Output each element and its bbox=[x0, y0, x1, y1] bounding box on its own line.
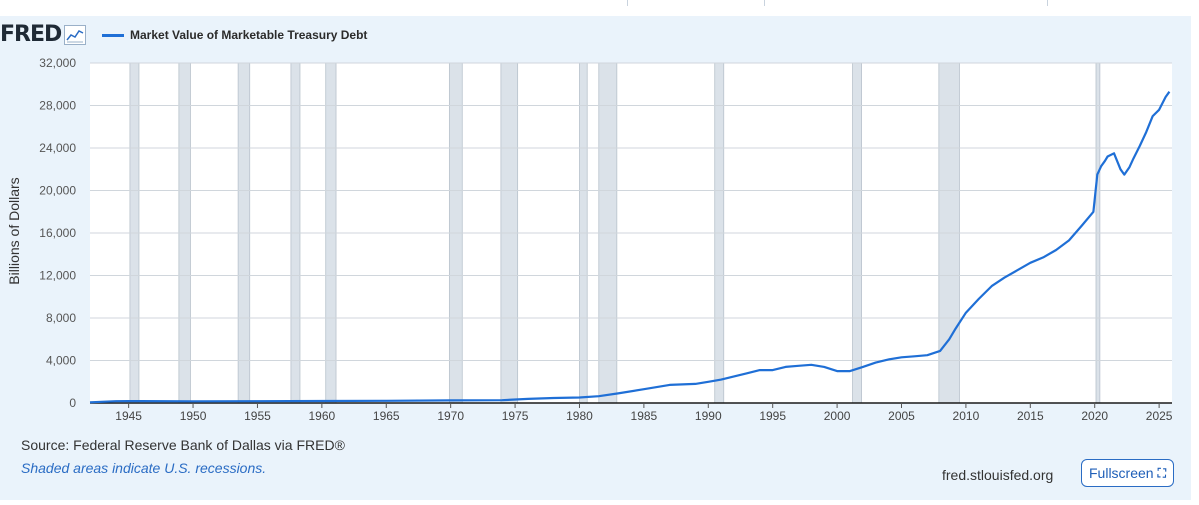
top-divider bbox=[764, 0, 765, 6]
top-divider bbox=[1047, 0, 1048, 6]
x-tick-label: 1985 bbox=[631, 409, 658, 423]
x-tick-label: 2010 bbox=[953, 409, 980, 423]
expand-icon: ⛶ bbox=[1157, 465, 1166, 480]
x-tick-label: 1990 bbox=[695, 409, 722, 423]
fred-url[interactable]: fred.stlouisfed.org bbox=[942, 467, 1054, 483]
x-tick-label: 1970 bbox=[437, 409, 464, 423]
legend-label: Market Value of Marketable Treasury Debt bbox=[130, 28, 368, 42]
y-axis-label: Billions of Dollars bbox=[6, 177, 22, 284]
legend: Market Value of Marketable Treasury Debt bbox=[102, 28, 367, 42]
y-tick-label: 4,000 bbox=[46, 354, 76, 368]
y-tick-label: 16,000 bbox=[39, 226, 76, 240]
line-chart-icon bbox=[64, 25, 87, 45]
source-note: Source: Federal Reserve Bank of Dallas v… bbox=[21, 437, 345, 453]
y-tick-label: 8,000 bbox=[46, 311, 76, 325]
x-tick-label: 1995 bbox=[759, 409, 786, 423]
y-tick-label: 28,000 bbox=[39, 99, 76, 113]
fullscreen-label: Fullscreen bbox=[1089, 465, 1154, 481]
x-tick-label: 1980 bbox=[566, 409, 593, 423]
x-tick-label: 2000 bbox=[824, 409, 851, 423]
x-tick-label: 2005 bbox=[888, 409, 915, 423]
y-tick-label: 0 bbox=[69, 396, 76, 410]
x-tick-label: 2020 bbox=[1081, 409, 1108, 423]
fullscreen-button[interactable]: Fullscreen ⛶ bbox=[1081, 459, 1174, 487]
x-tick-label: 1955 bbox=[244, 409, 271, 423]
x-tick-label: 1975 bbox=[502, 409, 529, 423]
top-divider bbox=[627, 0, 628, 6]
axes: 0 4,000 8,000 12,000 16,000 20,000 24,000 28,00… bbox=[39, 56, 1172, 423]
x-tick-label: 1960 bbox=[309, 409, 336, 423]
series-layer bbox=[89, 91, 1171, 404]
y-tick-label: 24,000 bbox=[39, 141, 76, 155]
top-strip bbox=[0, 0, 1199, 16]
x-tick-label: 2015 bbox=[1017, 409, 1044, 423]
x-tick-label: 1950 bbox=[180, 409, 207, 423]
y-tick-label: 12,000 bbox=[39, 269, 76, 283]
fred-logo-group[interactable]: FRED bbox=[0, 22, 87, 48]
y-tick-label: 20,000 bbox=[39, 184, 76, 198]
series-line bbox=[89, 91, 1171, 404]
y-tick-label: 32,000 bbox=[39, 56, 76, 70]
legend-swatch bbox=[102, 33, 124, 37]
x-tick-label: 1965 bbox=[373, 409, 400, 423]
fred-logo: FRED bbox=[0, 22, 62, 47]
recession-note: Shaded areas indicate U.S. recessions. bbox=[21, 460, 267, 476]
x-tick-label: 1945 bbox=[115, 409, 142, 423]
x-tick-label: 2025 bbox=[1146, 409, 1173, 423]
